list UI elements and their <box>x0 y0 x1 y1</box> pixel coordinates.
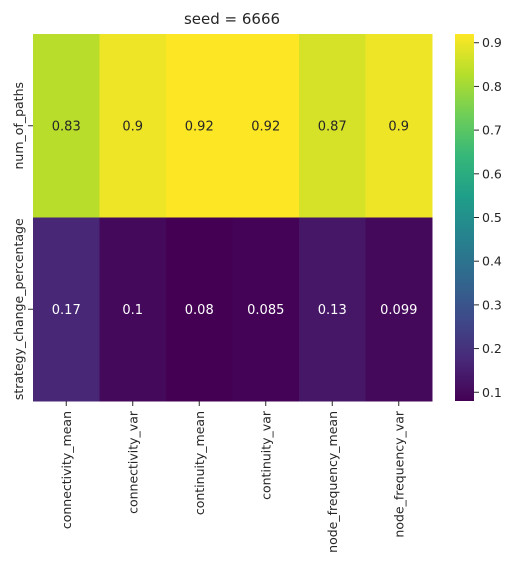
x-axis: connectivity_mean connectivity_var continu… <box>59 401 406 553</box>
x-tick-label: continuity_var <box>258 410 273 500</box>
colorbar-tick-label: 0.3 <box>482 297 502 312</box>
colorbar-tick-label: 0.4 <box>482 254 502 269</box>
x-tick-label: connectivity_var <box>125 410 140 514</box>
y-tick-label: strategy_change_percentage <box>11 218 26 400</box>
cell-annotation: 0.87 <box>318 119 347 134</box>
heatmap-cell <box>299 217 366 402</box>
cell-annotation: 0.92 <box>251 119 280 134</box>
heatmap-cell <box>166 217 233 402</box>
y-tick-label: num_of_paths <box>11 82 26 170</box>
cell-annotation: 0.099 <box>380 303 417 318</box>
cell-annotation: 0.17 <box>52 303 81 318</box>
x-tick-label: continuity_mean <box>192 411 207 515</box>
colorbar-tick-label: 0.7 <box>482 123 502 138</box>
heatmap-cell <box>33 34 100 218</box>
cell-annotation: 0.9 <box>388 119 409 134</box>
heatmap-cells <box>33 34 433 402</box>
cell-annotation: 0.08 <box>185 303 214 318</box>
x-tick-label: connectivity_mean <box>59 411 74 529</box>
colorbar-tick-label: 0.1 <box>482 385 502 400</box>
heatmap-cell <box>99 34 167 218</box>
heatmap-cell <box>232 34 300 218</box>
colorbar-tick-label: 0.6 <box>482 166 502 181</box>
colorbar-tick-label: 0.5 <box>482 210 502 225</box>
cell-annotations: 0.83 0.9 0.92 0.92 0.87 0.9 0.17 0.1 0.08 0.085 0.… <box>52 119 418 318</box>
heatmap-cell <box>365 34 433 218</box>
heatmap-cell <box>299 34 366 218</box>
heatmap-cell <box>33 217 100 402</box>
colorbar-ticks: 0.1 0.2 0.3 0.4 0.5 0.6 0.7 0.8 0.9 <box>474 35 502 400</box>
cell-annotation: 0.9 <box>122 119 143 134</box>
heatmap-cell <box>232 217 300 402</box>
cell-annotation: 0.92 <box>185 119 214 134</box>
cell-annotation: 0.83 <box>52 119 81 134</box>
x-tick-label: node_frequency_mean <box>325 411 340 553</box>
y-axis: num_of_paths strategy_change_percentage <box>11 82 33 400</box>
cell-annotation: 0.085 <box>247 303 284 318</box>
colorbar-tick-label: 0.2 <box>482 341 502 356</box>
heatmap-cell <box>99 217 167 402</box>
cell-annotation: 0.13 <box>318 303 347 318</box>
colorbar-tick-label: 0.9 <box>482 35 502 50</box>
cell-annotation: 0.1 <box>122 303 143 318</box>
chart-title: seed = 6666 <box>184 10 280 28</box>
heatmap-cell <box>365 217 433 402</box>
heatmap-cell <box>166 34 233 218</box>
colorbar <box>455 34 474 401</box>
colorbar-tick-label: 0.8 <box>482 79 502 94</box>
x-tick-label: node_frequency_var <box>391 410 406 537</box>
